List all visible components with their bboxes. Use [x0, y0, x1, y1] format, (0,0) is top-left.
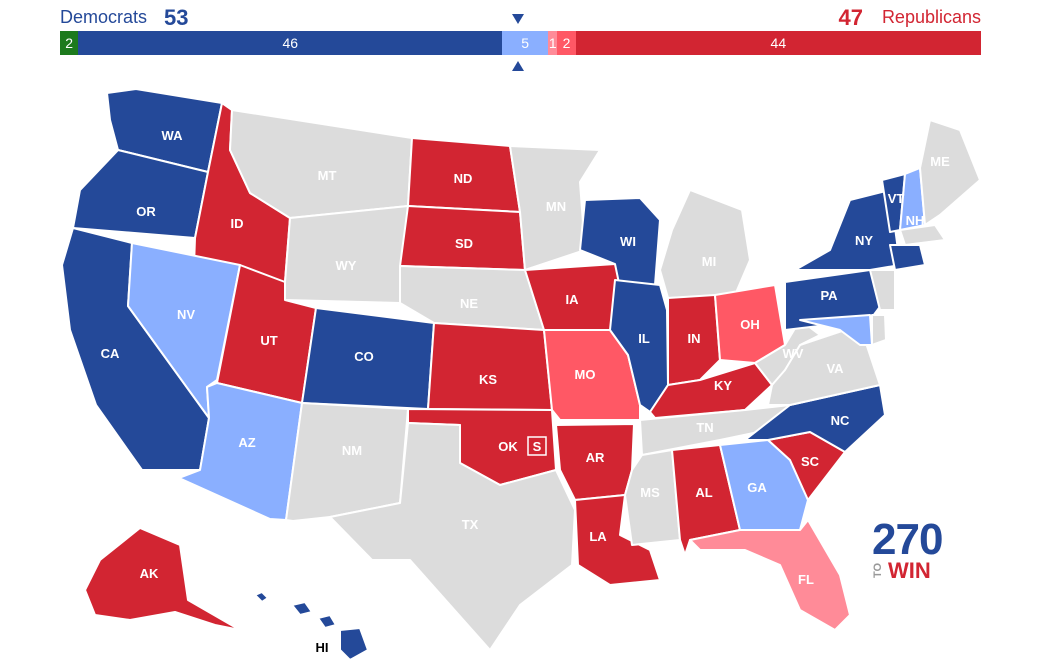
state-label-nd: ND [454, 171, 473, 186]
state-label-nv: NV [177, 307, 195, 322]
state-label-ak: AK [140, 566, 159, 581]
state-label-va: VA [826, 361, 844, 376]
state-label-az: AZ [238, 435, 255, 450]
state-label-al: AL [695, 485, 712, 500]
state-nj[interactable] [869, 269, 896, 311]
democrats-total: 53 [164, 5, 189, 30]
state-label-co: CO [354, 349, 374, 364]
republicans-label: Republicans [881, 7, 981, 27]
state-hi[interactable] [254, 591, 369, 661]
logo-win: WIN [888, 558, 931, 583]
state-label-me: ME [930, 154, 950, 169]
majority-marker-top-icon [512, 14, 524, 24]
seat-count-header: Democrats 53 47 Republicans [60, 5, 981, 31]
state-label-nc: NC [831, 413, 850, 428]
state-label-ny: NY [855, 233, 873, 248]
270towin-logo: 270 TO WIN [872, 515, 943, 583]
state-wv[interactable] [754, 319, 821, 386]
state-label-oh: OH [740, 317, 760, 332]
state-label-tn: TN [696, 420, 713, 435]
state-label-mn: MN [546, 199, 566, 214]
state-label-mo: MO [575, 367, 596, 382]
state-mi[interactable] [659, 189, 751, 299]
state-label-ia: IA [566, 292, 580, 307]
state-label-mi: MI [702, 254, 716, 269]
state-ct[interactable] [889, 244, 926, 271]
seat-bar-segment-independent: 2 [60, 31, 79, 55]
state-label-id: ID [231, 216, 244, 231]
majority-marker-bottom-icon [512, 61, 524, 71]
republicans-total: 47 [838, 5, 863, 30]
state-wy[interactable] [284, 205, 409, 304]
state-me[interactable] [919, 119, 981, 226]
state-label-ky: KY [714, 378, 732, 393]
state-la[interactable] [574, 494, 661, 586]
state-label-wi: WI [620, 234, 636, 249]
state-label-vt: VT [888, 191, 905, 206]
state-ks[interactable] [427, 322, 553, 411]
state-label-il: IL [638, 331, 650, 346]
state-label-ne: NE [460, 296, 478, 311]
state-in[interactable] [667, 294, 721, 386]
state-ny[interactable] [794, 189, 901, 271]
state-fl[interactable] [689, 519, 851, 631]
state-md[interactable] [799, 314, 873, 346]
state-or[interactable] [72, 149, 209, 239]
seat-bar-segment-rep-safe: 44 [575, 31, 981, 55]
state-label-tx: TX [462, 517, 479, 532]
state-de[interactable] [871, 314, 887, 346]
state-label-ms: MS [640, 485, 660, 500]
state-label-or: OR [136, 204, 156, 219]
state-label-ks: KS [479, 372, 497, 387]
state-label-sc: SC [801, 454, 820, 469]
state-label-wy: WY [336, 258, 357, 273]
seat-bar-segment-dem-lean: 5 [502, 31, 549, 55]
seat-bar-segment-rep-tilt: 1 [548, 31, 558, 55]
state-label-la: LA [589, 529, 607, 544]
state-label-wa: WA [162, 128, 184, 143]
special-marker-label: S [533, 439, 542, 454]
seat-bar-segment-dem-safe: 46 [78, 31, 503, 55]
special-election-marker: S [527, 436, 547, 456]
state-label-mt: MT [318, 168, 337, 183]
state-tx[interactable] [329, 422, 576, 651]
seat-balance-bar: 2 46 5 1 2 44 [60, 31, 981, 55]
state-label-nm: NM [342, 443, 362, 458]
state-label-ca: CA [101, 346, 120, 361]
state-nm[interactable] [285, 402, 409, 522]
democrats-label: Democrats [60, 7, 148, 27]
logo-number: 270 [872, 515, 943, 564]
state-label-nh: NH [906, 213, 925, 228]
state-label-fl: FL [798, 572, 814, 587]
state-label-hi: HI [316, 640, 329, 655]
state-label-ga: GA [747, 480, 767, 495]
state-ak[interactable] [84, 527, 241, 631]
state-label-ar: AR [586, 450, 605, 465]
state-label-sd: SD [455, 236, 473, 251]
state-label-ok: OK [498, 439, 518, 454]
state-label-pa: PA [820, 288, 838, 303]
state-label-ut: UT [260, 333, 277, 348]
seat-bar-segment-rep-lean: 2 [557, 31, 576, 55]
state-label-in: IN [688, 331, 701, 346]
state-label-wv: WV [783, 346, 804, 361]
logo-to: TO [872, 562, 884, 578]
state-ma[interactable] [899, 224, 946, 246]
